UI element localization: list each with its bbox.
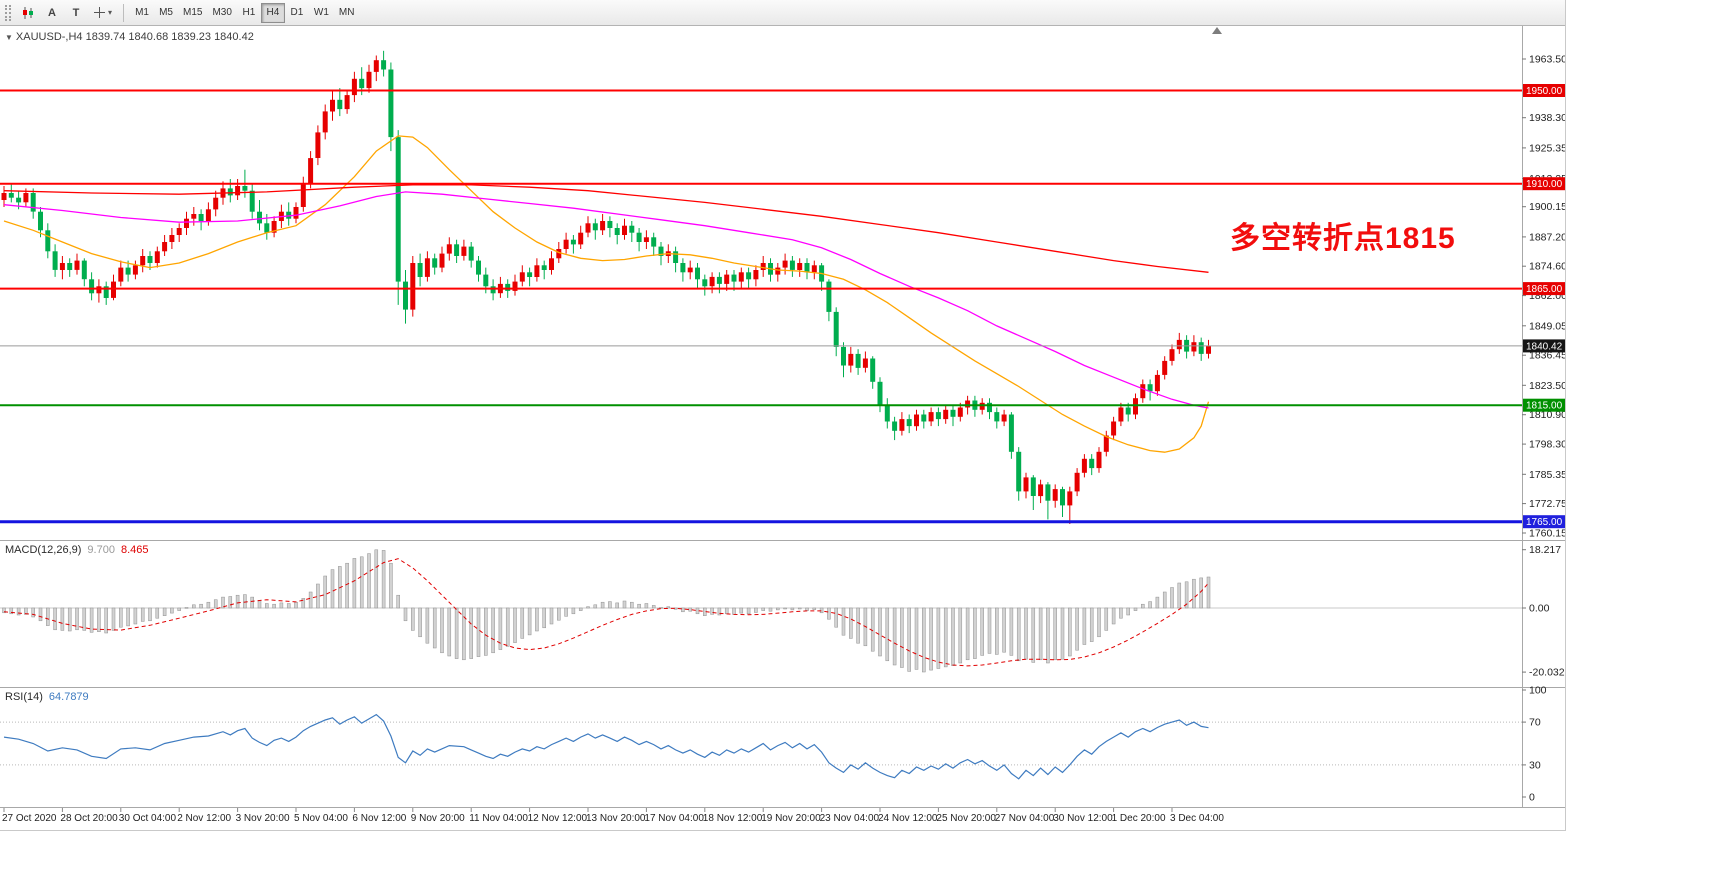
timeframe-button-m1[interactable]: M1 [130,3,154,23]
symbol-name: XAUUSD-,H4 [15,31,83,43]
timeframe-button-mn[interactable]: MN [334,3,360,23]
macd-main-value: 9.700 [87,544,115,556]
timeframe-button-m30[interactable]: M30 [207,3,236,23]
svg-text:23 Nov 04:00: 23 Nov 04:00 [820,813,880,824]
svg-text:3 Dec 04:00: 3 Dec 04:00 [1170,813,1224,824]
svg-text:1836.45: 1836.45 [1529,350,1566,362]
svg-text:18.217: 18.217 [1529,544,1561,556]
candles-layer [1,50,1211,524]
toolbar-grip-icon[interactable] [5,4,11,21]
chart-canvas[interactable]: 1963.501938.301925.351912.251900.151887.… [0,0,1566,831]
panel-separators [0,26,1565,808]
letter-t-icon: T [72,6,80,19]
svg-text:1938.30: 1938.30 [1529,112,1566,124]
svg-text:18 Nov 12:00: 18 Nov 12:00 [703,813,763,824]
svg-text:13 Nov 20:00: 13 Nov 20:00 [586,813,646,824]
svg-text:1963.50: 1963.50 [1529,54,1566,66]
timeframe-button-m5[interactable]: M5 [154,3,178,23]
macd-signal-value: 8.465 [120,544,149,556]
svg-text:19 Nov 20:00: 19 Nov 20:00 [761,813,821,824]
svg-text:3 Nov 20:00: 3 Nov 20:00 [236,813,290,824]
price-axis[interactable]: 1963.501938.301925.351912.251900.151887.… [1522,54,1566,804]
timeframe-button-h4[interactable]: H4 [260,2,285,23]
toolbar: A T ▾ M1 M5 M15 M30 H1 H4 D1 W1 MN [0,0,1565,26]
svg-text:1798.30: 1798.30 [1529,439,1566,451]
svg-text:25 Nov 20:00: 25 Nov 20:00 [936,813,996,824]
candlestick-icon [23,6,33,19]
svg-text:1760.15: 1760.15 [1529,528,1566,540]
svg-text:1765.00: 1765.00 [1526,517,1563,528]
svg-text:1810.90: 1810.90 [1529,409,1566,421]
svg-text:1925.35: 1925.35 [1529,142,1566,154]
svg-text:6 Nov 12:00: 6 Nov 12:00 [352,813,406,824]
svg-text:1772.75: 1772.75 [1529,498,1566,510]
chart-type-icon[interactable] [16,3,40,23]
svg-text:0: 0 [1529,792,1535,804]
svg-text:1910.00: 1910.00 [1526,179,1563,190]
svg-text:1815.00: 1815.00 [1526,401,1563,412]
svg-text:0.00: 0.00 [1529,603,1550,615]
svg-text:12 Nov 12:00: 12 Nov 12:00 [528,813,588,824]
svg-text:2 Nov 12:00: 2 Nov 12:00 [177,813,231,824]
svg-text:27 Oct 2020: 27 Oct 2020 [2,813,57,824]
crosshair-icon [94,7,105,18]
symbol-title: ▼ XAUUSD-,H4 1839.74 1840.68 1839.23 1840… [5,31,254,43]
rsi-panel [0,713,1522,780]
timeframe-button-h1[interactable]: H1 [237,3,261,23]
svg-text:1887.20: 1887.20 [1529,231,1566,243]
svg-text:1874.60: 1874.60 [1529,261,1566,273]
shift-marker-icon [1212,27,1222,34]
svg-text:100: 100 [1529,685,1547,697]
crosshair-tool-icon[interactable]: ▾ [88,3,117,23]
svg-text:70: 70 [1529,717,1541,729]
svg-text:5 Nov 04:00: 5 Nov 04:00 [294,813,348,824]
symbol-ohlc-values: 1839.74 1840.68 1839.23 1840.42 [85,31,254,43]
svg-text:27 Nov 04:00: 27 Nov 04:00 [995,813,1055,824]
svg-text:1785.35: 1785.35 [1529,469,1566,481]
letter-a-icon: A [48,6,56,19]
mt4-chart-window: 1963.501938.301925.351912.251900.151887.… [0,0,1566,831]
macd-name: MACD(12,26,9) [5,544,82,556]
svg-text:11 Nov 04:00: 11 Nov 04:00 [469,813,528,824]
svg-text:1865.00: 1865.00 [1526,284,1563,295]
rsi-indicator-label: RSI(14) 64.7879 [5,691,89,703]
svg-text:30 Nov 12:00: 30 Nov 12:00 [1053,813,1113,824]
svg-text:1 Dec 20:00: 1 Dec 20:00 [1112,813,1166,824]
svg-text:1840.42: 1840.42 [1526,341,1563,352]
dropdown-caret-icon: ▾ [108,8,113,17]
toolbar-separator [123,3,125,22]
timeframe-button-d1[interactable]: D1 [285,3,309,23]
svg-text:1849.05: 1849.05 [1529,320,1566,332]
moving-averages [3,135,1210,453]
timeframe-button-m15[interactable]: M15 [178,3,207,23]
svg-text:9 Nov 20:00: 9 Nov 20:00 [411,813,465,824]
rsi-name: RSI(14) [5,691,43,703]
macd-panel [0,549,1522,673]
text-tool-icon[interactable]: T [64,3,88,23]
rsi-value: 64.7879 [48,691,89,703]
symbol-dropdown-icon[interactable]: ▼ [5,33,13,42]
macd-indicator-label: MACD(12,26,9) 9.700 8.465 [5,544,148,556]
svg-text:1823.50: 1823.50 [1529,380,1566,392]
chart-annotation-text: 多空转折点1815 [1230,222,1456,255]
svg-text:17 Nov 04:00: 17 Nov 04:00 [644,813,704,824]
svg-text:24 Nov 12:00: 24 Nov 12:00 [878,813,938,824]
svg-text:1950.00: 1950.00 [1526,86,1563,97]
time-axis[interactable]: 27 Oct 2020 28 Oct 20:00 30 Oct 04:00 2 Nov… [2,808,1224,824]
svg-text:30 Oct 04:00: 30 Oct 04:00 [119,813,177,824]
svg-text:1900.15: 1900.15 [1529,201,1566,213]
svg-text:30: 30 [1529,759,1541,771]
annotation-tool-icon[interactable]: A [40,3,64,23]
horizontal-level-lines [0,89,1522,524]
timeframe-button-w1[interactable]: W1 [309,3,334,23]
svg-text:28 Oct 20:00: 28 Oct 20:00 [60,813,118,824]
svg-text:-20.032: -20.032 [1529,667,1565,679]
